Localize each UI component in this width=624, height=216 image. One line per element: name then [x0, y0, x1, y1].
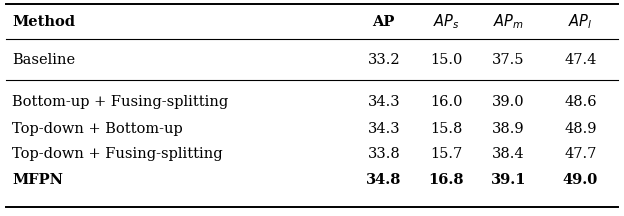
Text: Baseline: Baseline — [12, 54, 76, 67]
Text: 37.5: 37.5 — [492, 54, 525, 67]
Text: 34.8: 34.8 — [366, 173, 401, 187]
Text: $\mathit{AP}_m$: $\mathit{AP}_m$ — [493, 12, 524, 31]
Text: $\mathit{AP}_s$: $\mathit{AP}_s$ — [433, 12, 459, 31]
Text: 34.3: 34.3 — [368, 122, 400, 135]
Text: Bottom-up + Fusing-splitting: Bottom-up + Fusing-splitting — [12, 95, 229, 108]
Text: 38.9: 38.9 — [492, 122, 525, 135]
Text: MFPN: MFPN — [12, 173, 64, 187]
Text: 15.8: 15.8 — [430, 122, 462, 135]
Text: $\mathit{AP}_l$: $\mathit{AP}_l$ — [568, 12, 593, 31]
Text: 16.8: 16.8 — [429, 173, 464, 187]
Text: 39.0: 39.0 — [492, 95, 525, 108]
Text: 47.4: 47.4 — [564, 54, 597, 67]
Text: 16.0: 16.0 — [430, 95, 462, 108]
Text: 38.4: 38.4 — [492, 148, 525, 161]
Text: 34.3: 34.3 — [368, 95, 400, 108]
Text: 33.8: 33.8 — [368, 148, 400, 161]
Text: 48.6: 48.6 — [564, 95, 597, 108]
Text: Top-down + Fusing-splitting: Top-down + Fusing-splitting — [12, 148, 223, 161]
Text: 15.7: 15.7 — [430, 148, 462, 161]
Text: 15.0: 15.0 — [430, 54, 462, 67]
Text: 39.1: 39.1 — [491, 173, 526, 187]
Text: Method: Method — [12, 15, 76, 29]
Text: Top-down + Bottom-up: Top-down + Bottom-up — [12, 122, 183, 135]
Text: 48.9: 48.9 — [564, 122, 597, 135]
Text: 33.2: 33.2 — [368, 54, 400, 67]
Text: 49.0: 49.0 — [563, 173, 598, 187]
Text: 47.7: 47.7 — [564, 148, 597, 161]
Text: AP: AP — [373, 15, 395, 29]
